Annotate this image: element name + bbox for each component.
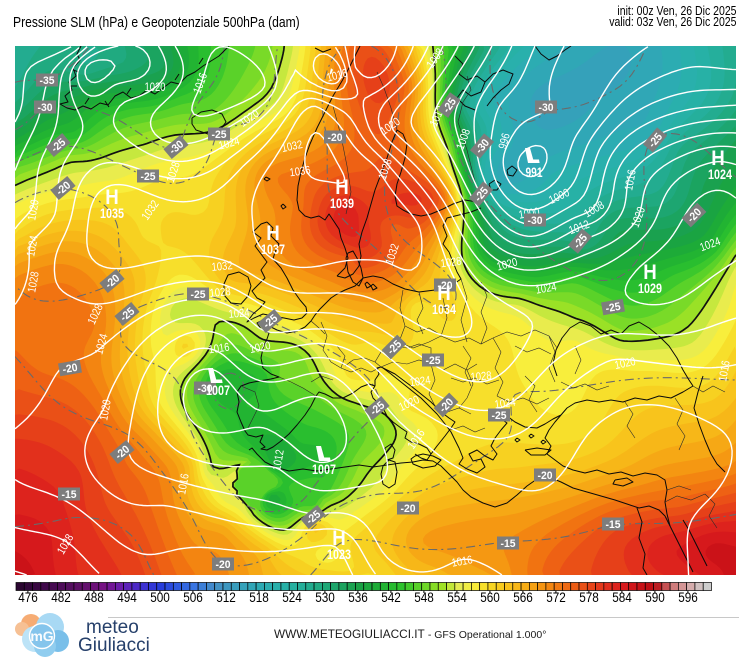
- svg-text:1016: 1016: [176, 473, 191, 496]
- svg-text:-25: -25: [492, 410, 507, 422]
- svg-text:1016: 1016: [451, 554, 474, 569]
- svg-text:1024: 1024: [535, 281, 558, 297]
- svg-text:H: H: [643, 261, 657, 284]
- svg-text:1016: 1016: [717, 360, 732, 383]
- svg-text:1028: 1028: [209, 286, 231, 300]
- svg-text:1024: 1024: [25, 234, 41, 257]
- svg-text:1020: 1020: [145, 82, 166, 94]
- svg-text:1012: 1012: [271, 449, 286, 472]
- svg-text:-25: -25: [426, 355, 441, 367]
- svg-text:-30: -30: [198, 383, 213, 395]
- svg-text:1020: 1020: [98, 399, 113, 422]
- svg-text:1020: 1020: [614, 356, 637, 372]
- svg-text:1020: 1020: [26, 199, 41, 222]
- svg-text:1020: 1020: [496, 256, 519, 273]
- svg-text:-15: -15: [501, 538, 516, 550]
- svg-text:-20: -20: [438, 280, 453, 292]
- svg-text:-30: -30: [539, 102, 554, 114]
- svg-text:-20: -20: [328, 132, 343, 144]
- svg-text:-20: -20: [216, 559, 231, 571]
- svg-text:1032: 1032: [281, 139, 304, 155]
- svg-text:1037: 1037: [261, 242, 285, 257]
- svg-text:1024: 1024: [409, 375, 432, 390]
- svg-text:1007: 1007: [312, 462, 336, 477]
- svg-text:-35: -35: [40, 75, 55, 87]
- svg-text:1029: 1029: [638, 281, 662, 296]
- svg-text:1036: 1036: [289, 165, 311, 180]
- svg-text:1034: 1034: [432, 302, 456, 317]
- svg-text:-20: -20: [538, 470, 553, 482]
- svg-text:-30: -30: [38, 102, 53, 114]
- svg-text:-15: -15: [606, 519, 621, 531]
- svg-text:1016: 1016: [326, 67, 349, 84]
- svg-text:-20: -20: [62, 362, 79, 376]
- svg-text:991: 991: [526, 165, 543, 180]
- svg-text:1020: 1020: [249, 340, 272, 356]
- svg-text:1039: 1039: [330, 196, 354, 211]
- svg-text:1035: 1035: [100, 206, 124, 221]
- svg-text:-25: -25: [212, 129, 227, 141]
- svg-text:1024: 1024: [228, 307, 250, 321]
- svg-text:H: H: [437, 282, 451, 305]
- svg-text:1024: 1024: [93, 332, 110, 356]
- svg-text:-30: -30: [528, 215, 543, 227]
- svg-text:1016: 1016: [208, 342, 230, 357]
- svg-text:1028: 1028: [470, 370, 492, 384]
- svg-text:H: H: [711, 147, 725, 170]
- svg-text:1007: 1007: [206, 383, 230, 398]
- svg-text:mG: mG: [30, 628, 53, 644]
- svg-text:H: H: [332, 527, 346, 550]
- svg-text:-20: -20: [401, 503, 416, 515]
- svg-text:-25: -25: [191, 289, 206, 301]
- svg-text:-15: -15: [62, 489, 77, 501]
- svg-text:1023: 1023: [327, 547, 351, 562]
- svg-text:H: H: [105, 186, 119, 209]
- svg-text:1028: 1028: [440, 256, 462, 271]
- svg-text:1024: 1024: [494, 397, 517, 412]
- svg-text:1016: 1016: [623, 169, 638, 192]
- svg-text:H: H: [266, 222, 280, 245]
- svg-text:1024: 1024: [708, 167, 732, 182]
- svg-text:-25: -25: [605, 301, 622, 315]
- svg-text:1028: 1028: [26, 271, 41, 294]
- svg-text:-25: -25: [141, 171, 156, 183]
- svg-text:996: 996: [497, 132, 513, 151]
- svg-text:1032: 1032: [211, 260, 233, 274]
- svg-text:H: H: [335, 176, 349, 199]
